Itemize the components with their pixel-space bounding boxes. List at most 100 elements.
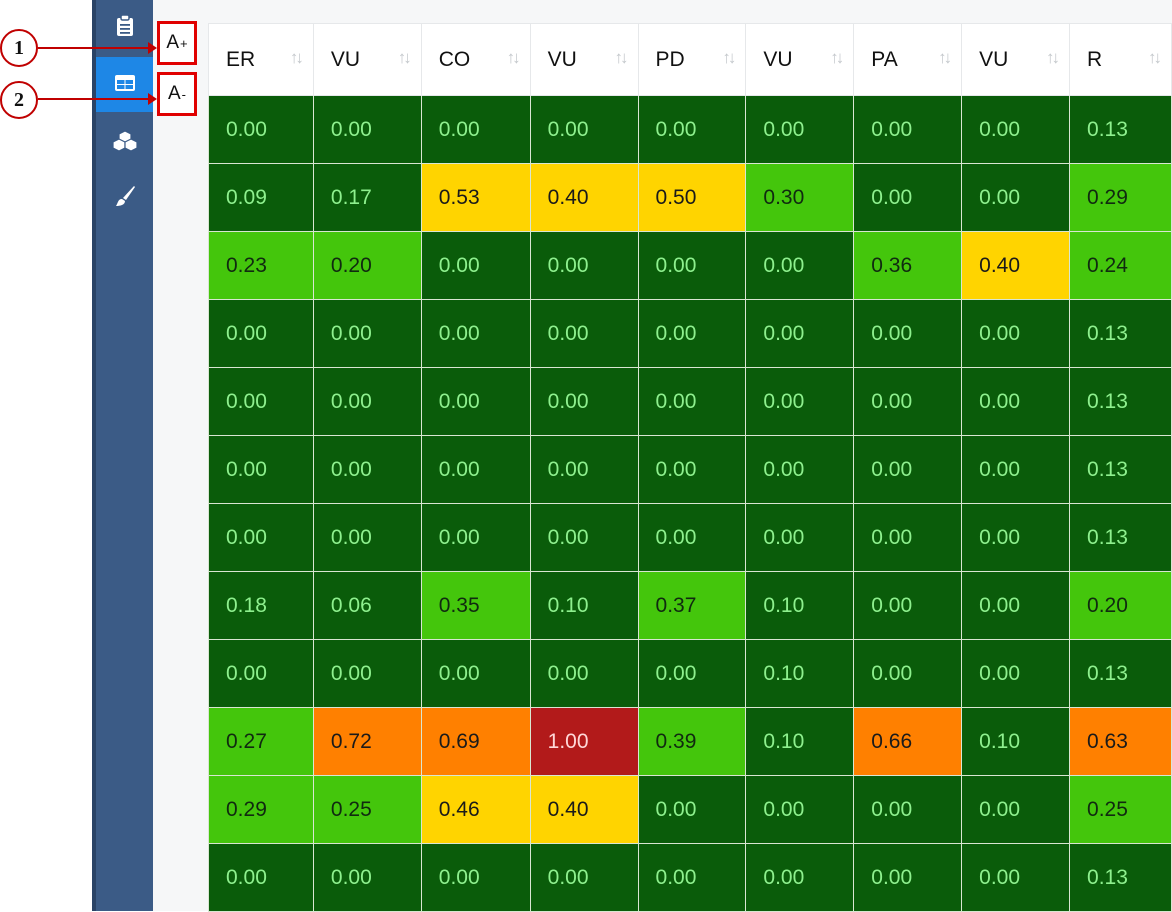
table-row: 0.09 0.17 0.53 0.40 0.50 0.30 0.00 0.00 0.29 — [208, 163, 1172, 232]
header-row: ER ↑↓ VU ↑↓ CO ↑↓ VU ↑↓ PD ↑↓ VU ↑↓ PA ↑↓ VU ↑↓ R ↑↓ — [208, 23, 1172, 96]
table-row: 0.23 0.20 0.00 0.00 0.00 0.00 0.36 0.40 0.24 — [208, 231, 1172, 300]
table-cell: 0.00 — [961, 571, 1071, 640]
sort-icon[interactable]: ↑↓ — [397, 48, 412, 67]
table-cell: 0.72 — [312, 707, 422, 776]
sidebar-item-cubes[interactable] — [96, 115, 153, 170]
table-row: 0.18 0.06 0.35 0.10 0.37 0.10 0.00 0.00 0.20 — [208, 571, 1172, 640]
table-cell: 0.00 — [312, 503, 422, 572]
table-cell: 0.00 — [529, 639, 639, 708]
table-cell: 0.40 — [529, 775, 639, 844]
table-cell: 0.00 — [529, 843, 639, 912]
column-header[interactable]: PA ↑↓ — [853, 23, 963, 96]
column-header[interactable]: R ↑↓ — [1069, 23, 1172, 96]
table-cell: 0.00 — [745, 775, 855, 844]
table-cell: 0.00 — [637, 775, 747, 844]
sort-icon[interactable]: ↑↓ — [506, 48, 521, 67]
annotation-callout-2: 2 — [0, 81, 38, 119]
table-cell: 0.09 — [208, 163, 314, 232]
table-cell: 0.00 — [961, 299, 1071, 368]
table-cell: 0.27 — [208, 707, 314, 776]
table-cell: 0.36 — [853, 231, 963, 300]
table-cell: 0.00 — [745, 435, 855, 504]
table-cell: 0.00 — [208, 95, 314, 164]
table-cell: 0.00 — [745, 299, 855, 368]
table-cell: 0.00 — [853, 843, 963, 912]
table-cell: 0.00 — [208, 435, 314, 504]
column-label: VU — [979, 47, 1009, 71]
table-cell: 0.46 — [420, 775, 531, 844]
table-row: 0.00 0.00 0.00 0.00 0.00 0.00 0.00 0.00 0.13 — [208, 367, 1172, 436]
table-cell: 0.00 — [420, 503, 531, 572]
cubes-icon — [111, 129, 138, 156]
sidebar-item-brush[interactable] — [96, 170, 153, 225]
table-cell: 0.69 — [420, 707, 531, 776]
table-cell: 0.13 — [1069, 503, 1172, 572]
decrease-font-button[interactable]: A- — [157, 72, 197, 116]
table-cell: 0.00 — [961, 639, 1071, 708]
sidebar-item-clipboard[interactable] — [96, 0, 153, 55]
sort-icon[interactable]: ↑↓ — [289, 48, 304, 67]
column-label: VU — [763, 47, 793, 71]
sort-icon[interactable]: ↑↓ — [938, 48, 952, 67]
column-header[interactable]: VU ↑↓ — [529, 23, 639, 96]
table-cell: 0.00 — [420, 95, 531, 164]
table-cell: 0.00 — [853, 95, 963, 164]
table-cell: 0.00 — [745, 503, 855, 572]
table-row: 0.00 0.00 0.00 0.00 0.00 0.00 0.00 0.00 0.13 — [208, 299, 1172, 368]
sort-icon[interactable]: ↑↓ — [830, 48, 844, 67]
column-header[interactable]: VU ↑↓ — [961, 23, 1071, 96]
increase-font-button[interactable]: A + — [157, 21, 197, 65]
column-header[interactable]: VU ↑↓ — [312, 23, 422, 96]
sidebar-item-table[interactable] — [96, 57, 153, 112]
table-row: 0.00 0.00 0.00 0.00 0.00 0.00 0.00 0.00 0.13 — [208, 435, 1172, 504]
table-cell: 0.00 — [312, 843, 422, 912]
table-cell: 0.20 — [1069, 571, 1172, 640]
table-cell: 0.00 — [961, 775, 1071, 844]
table-row: 0.00 0.00 0.00 0.00 0.00 0.00 0.00 0.00 0.13 — [208, 503, 1172, 572]
table-cell: 0.13 — [1069, 435, 1172, 504]
paint-brush-icon — [114, 185, 136, 211]
column-header[interactable]: VU ↑↓ — [745, 23, 855, 96]
annotation-arrow-2 — [38, 93, 157, 105]
table-cell: 0.29 — [208, 775, 314, 844]
table-cell: 0.24 — [1069, 231, 1172, 300]
table-cell: 0.00 — [961, 163, 1071, 232]
table-cell: 0.00 — [853, 571, 963, 640]
column-header[interactable]: ER ↑↓ — [208, 23, 314, 96]
table-cell: 0.00 — [853, 435, 963, 504]
table-cell: 0.00 — [312, 95, 422, 164]
table-cell: 0.00 — [745, 95, 855, 164]
table-cell: 0.00 — [208, 843, 314, 912]
table-cell: 0.00 — [637, 95, 747, 164]
table-cell: 0.00 — [208, 503, 314, 572]
table-cell: 0.13 — [1069, 299, 1172, 368]
table-cell: 0.00 — [529, 435, 639, 504]
table-cell: 0.10 — [529, 571, 639, 640]
table-cell: 0.00 — [637, 843, 747, 912]
table-cell: 0.00 — [961, 503, 1071, 572]
table-cell: 0.00 — [208, 639, 314, 708]
table-cell: 0.25 — [312, 775, 422, 844]
table-cell: 0.00 — [420, 231, 531, 300]
table-cell: 0.00 — [420, 299, 531, 368]
column-header[interactable]: PD ↑↓ — [637, 23, 747, 96]
column-header[interactable]: CO ↑↓ — [420, 23, 531, 96]
table-cell: 0.29 — [1069, 163, 1172, 232]
table-cell: 0.00 — [208, 299, 314, 368]
sort-icon[interactable]: ↑↓ — [614, 48, 629, 67]
table-cell: 0.53 — [420, 163, 531, 232]
sort-icon[interactable]: ↑↓ — [1148, 48, 1162, 67]
table-cell: 0.10 — [961, 707, 1071, 776]
table-row: 0.00 0.00 0.00 0.00 0.00 0.10 0.00 0.00 0.13 — [208, 639, 1172, 708]
decrease-font-label: A — [167, 83, 181, 104]
table-cell: 0.00 — [420, 367, 531, 436]
table-cell: 0.37 — [637, 571, 747, 640]
table-cell: 0.00 — [312, 639, 422, 708]
sort-icon[interactable]: ↑↓ — [722, 48, 736, 67]
sort-icon[interactable]: ↑↓ — [1046, 48, 1060, 67]
table-cell: 0.00 — [853, 775, 963, 844]
table-cell: 0.00 — [637, 435, 747, 504]
heatmap-table: ER ↑↓ VU ↑↓ CO ↑↓ VU ↑↓ PD ↑↓ VU ↑↓ PA ↑↓ VU ↑↓ R ↑↓ 0.00… — [208, 23, 1172, 912]
plus-sign: + — [180, 35, 188, 51]
table-cell: 0.10 — [745, 707, 855, 776]
